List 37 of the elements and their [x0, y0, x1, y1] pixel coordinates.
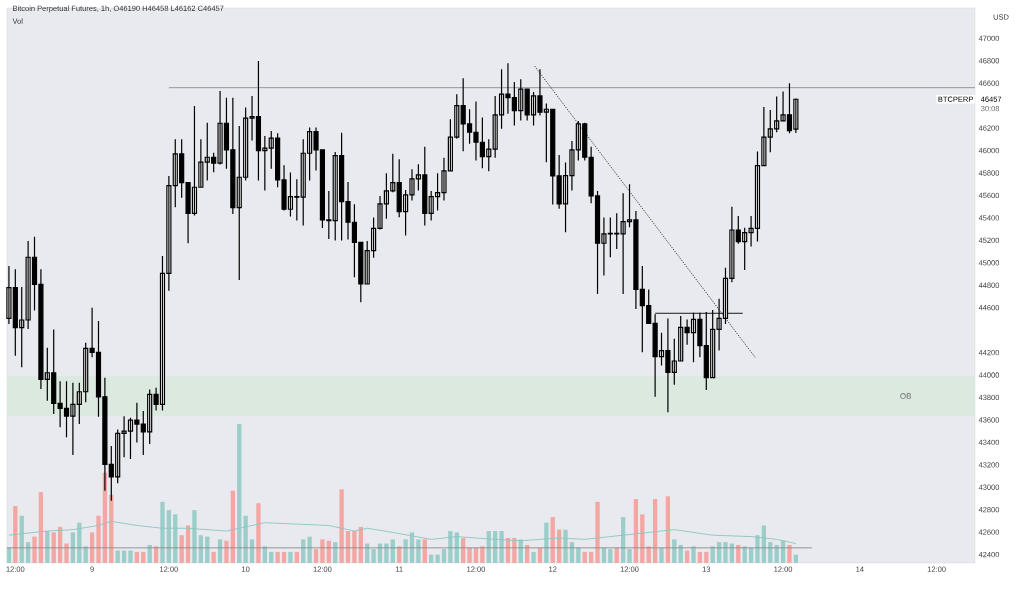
bar	[339, 489, 344, 563]
bar	[224, 540, 229, 563]
bar	[467, 547, 472, 563]
bar	[288, 551, 293, 563]
bar	[96, 515, 101, 563]
bar	[352, 531, 357, 563]
bar	[237, 424, 242, 563]
bar	[320, 539, 325, 563]
bar	[384, 543, 389, 563]
bar	[64, 543, 69, 563]
band-label: OB	[900, 393, 912, 399]
bar	[192, 510, 197, 563]
bar	[256, 503, 261, 563]
bar	[128, 550, 133, 563]
bar	[435, 554, 440, 563]
bar	[691, 546, 696, 563]
bar	[563, 529, 568, 563]
bar	[32, 536, 37, 563]
bar	[403, 539, 408, 563]
bar	[160, 501, 165, 563]
bar	[371, 549, 376, 563]
bar	[787, 544, 792, 563]
bar	[755, 535, 760, 563]
bar	[243, 515, 248, 563]
bar	[512, 537, 517, 563]
bar	[480, 546, 485, 563]
bar	[723, 542, 728, 563]
bar	[531, 551, 536, 563]
bar	[627, 549, 632, 563]
bar	[659, 547, 664, 563]
bar	[275, 551, 280, 563]
bar	[595, 501, 600, 563]
bar	[448, 531, 453, 563]
bar	[307, 536, 312, 563]
bar	[416, 539, 421, 563]
bar	[499, 531, 504, 563]
bar	[544, 522, 549, 563]
